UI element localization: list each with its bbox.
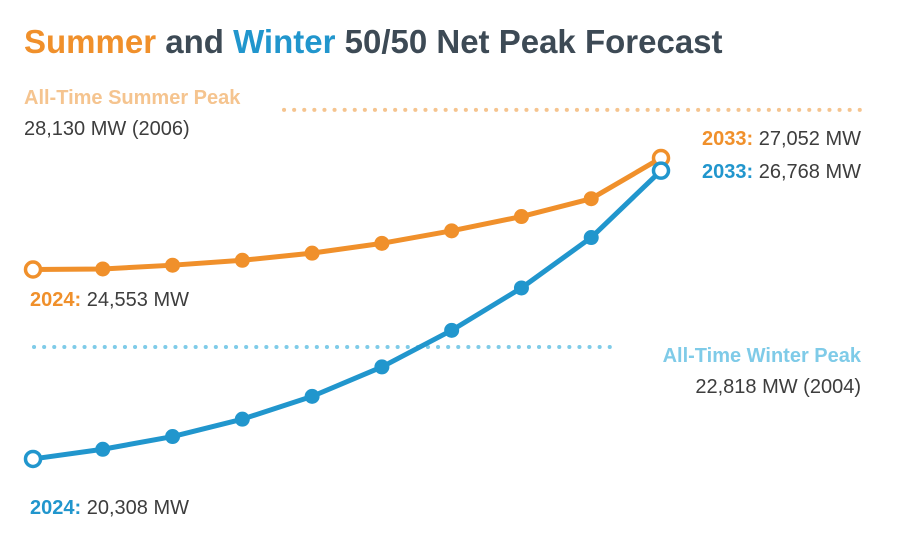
winter-point-2033 (651, 161, 671, 180)
winter-start-label: 2024: 20,308 MW (30, 497, 189, 519)
summer-point-2026 (165, 257, 181, 273)
summer-point-2028 (304, 245, 320, 261)
summer-end-year: 2033: (702, 128, 753, 150)
winter-point-2032 (583, 230, 599, 246)
winter-start-value: 20,308 MW (81, 497, 189, 519)
summer-series (23, 148, 671, 279)
title-summer: Summer (24, 23, 156, 60)
summer-line (30, 155, 664, 273)
title-and: and (156, 23, 233, 60)
summer-point-2024 (23, 260, 43, 279)
winter-point-2031 (513, 280, 529, 296)
summer-point-2031 (513, 209, 529, 225)
summer-end-label: 2033: 27,052 MW (702, 128, 861, 150)
winter-end-label: 2033: 26,768 MW (702, 161, 861, 183)
summer-point-2025 (95, 261, 111, 277)
chart-title: Summer and Winter 50/50 Net Peak Forecas… (24, 23, 723, 60)
winter-point-2026 (165, 429, 181, 445)
summer-peak-label: All-Time Summer Peak (24, 87, 241, 109)
winter-point-2024 (23, 449, 43, 469)
winter-series (23, 161, 671, 469)
summer-point-2027 (234, 252, 250, 268)
winter-point-2030 (444, 322, 460, 338)
summer-point-2029 (374, 235, 390, 251)
summer-start-year: 2024: (30, 289, 81, 311)
winter-start-year: 2024: (30, 497, 81, 519)
summer-start-label: 2024: 24,553 MW (30, 289, 189, 311)
summer-point-2032 (583, 191, 599, 207)
winter-point-2025 (95, 441, 111, 457)
winter-point-2027 (234, 411, 250, 427)
summer-point-2030 (444, 223, 460, 239)
title-winter: Winter (233, 23, 336, 60)
winter-peak-label: All-Time Winter Peak (663, 345, 862, 367)
winter-peak-value: 22,818 MW (2004) (695, 376, 861, 398)
winter-end-year: 2033: (702, 161, 753, 183)
summer-peak-value: 28,130 MW (2006) (24, 118, 190, 140)
winter-end-value: 26,768 MW (753, 161, 861, 183)
title-rest: 50/50 Net Peak Forecast (335, 23, 722, 60)
summer-end-value: 27,052 MW (753, 128, 861, 150)
summer-start-value: 24,553 MW (81, 289, 189, 311)
winter-point-2028 (304, 388, 320, 404)
winter-line (30, 168, 664, 462)
winter-point-2029 (374, 359, 390, 375)
